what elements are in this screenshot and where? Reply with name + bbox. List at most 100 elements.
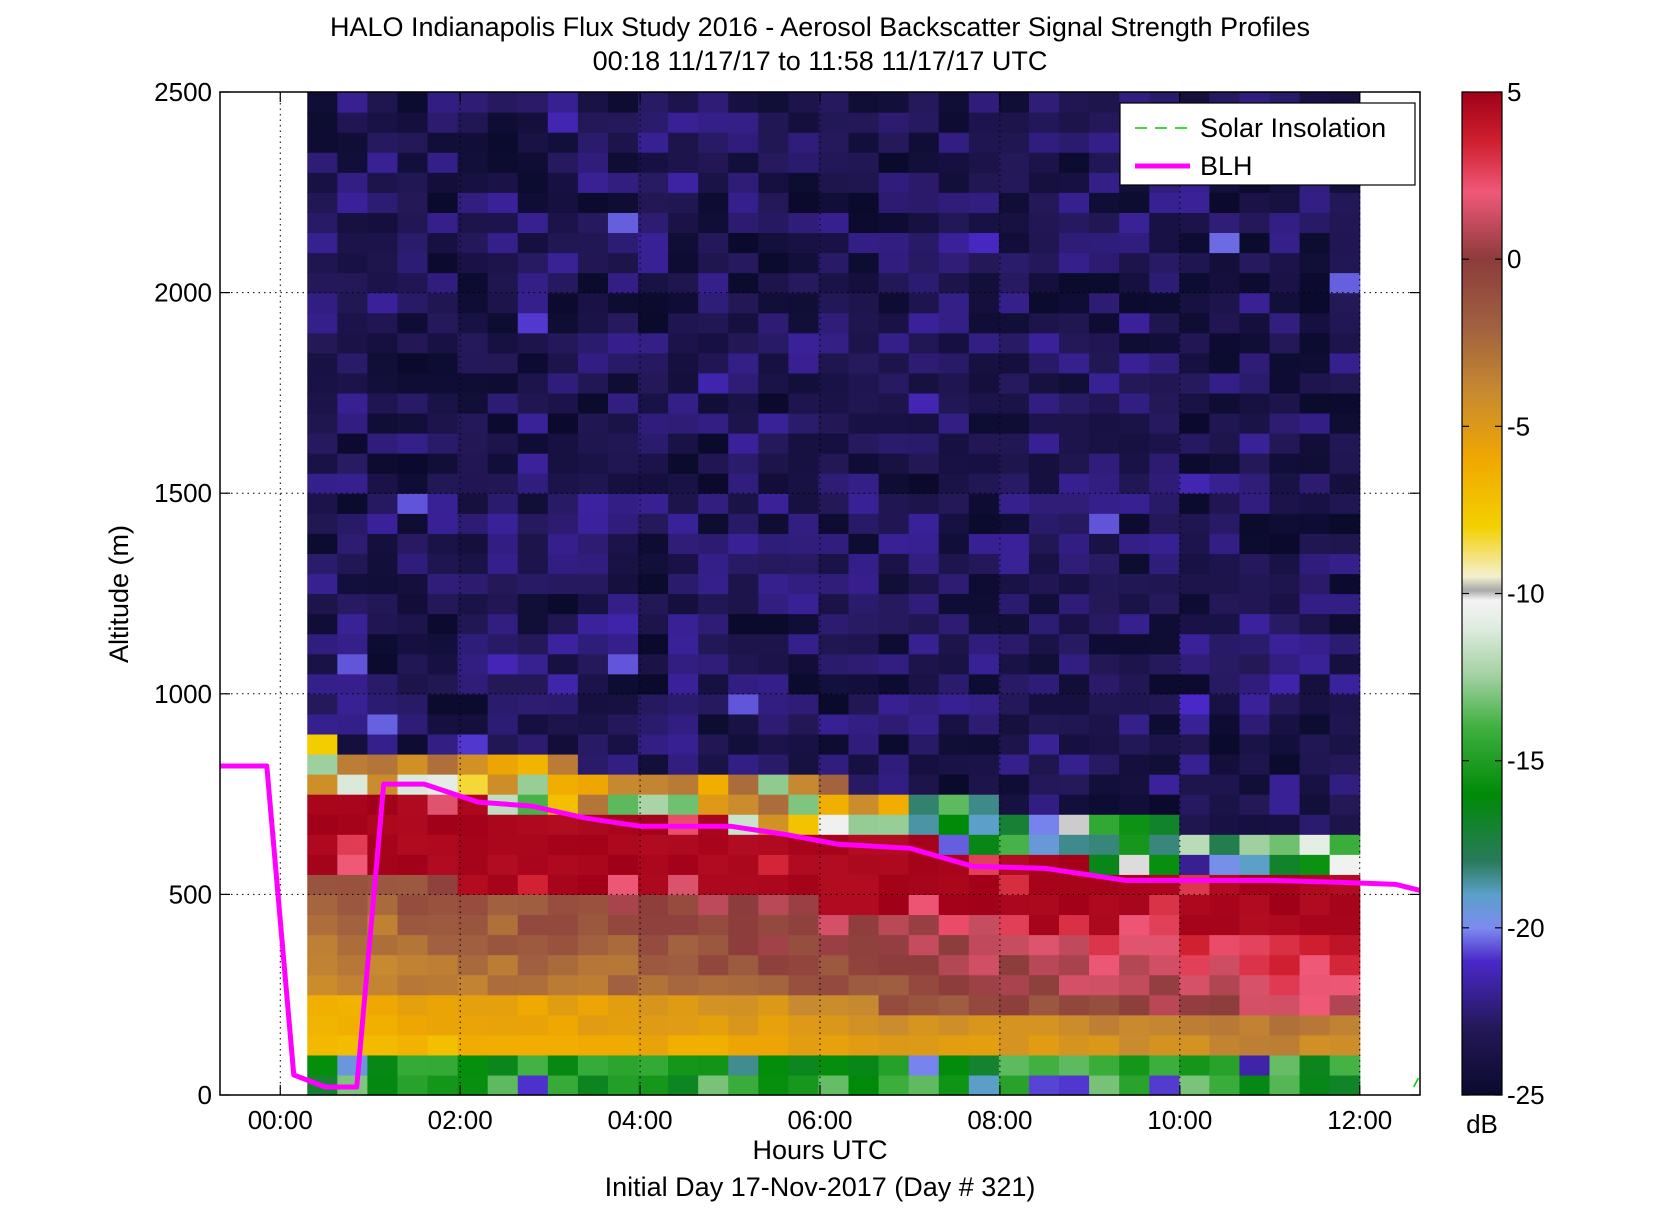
heatmap-cell xyxy=(1028,533,1060,554)
heatmap-cell xyxy=(1299,352,1331,374)
heatmap-cell xyxy=(607,252,639,274)
heatmap-cell xyxy=(427,954,459,976)
heatmap-cell xyxy=(337,132,368,153)
heatmap-cell xyxy=(758,934,789,956)
heatmap-cell xyxy=(397,493,429,514)
heatmap-cell xyxy=(517,994,549,1016)
heatmap-cell xyxy=(1089,794,1120,815)
heatmap-cell xyxy=(1209,392,1241,414)
heatmap-cell xyxy=(908,974,940,996)
heatmap-cell xyxy=(367,914,399,936)
heatmap-cell xyxy=(998,192,1030,213)
heatmap-cell xyxy=(968,272,1000,294)
heatmap-cell xyxy=(1329,974,1361,996)
heatmap-cell xyxy=(397,934,429,956)
heatmap-cell xyxy=(968,1074,1000,1096)
heatmap-cell xyxy=(878,232,910,254)
heatmap-cell xyxy=(698,1074,729,1096)
heatmap-cell xyxy=(547,372,579,394)
heatmap-cell xyxy=(487,613,519,635)
heatmap-cell xyxy=(307,132,338,153)
heatmap-cell xyxy=(938,232,970,254)
heatmap-cell xyxy=(1179,272,1210,294)
heatmap-cell xyxy=(577,132,609,153)
heatmap-cell xyxy=(698,332,729,354)
heatmap-cell xyxy=(728,212,759,234)
heatmap-cell xyxy=(517,633,549,655)
heatmap-cell xyxy=(938,794,970,815)
heatmap-cell xyxy=(1179,974,1210,996)
heatmap-cell xyxy=(878,453,910,474)
heatmap-cell xyxy=(397,553,429,575)
heatmap-cell xyxy=(668,132,699,153)
heatmap-cell xyxy=(1269,513,1301,534)
heatmap-cell xyxy=(878,1034,910,1056)
heatmap-cell xyxy=(908,493,940,514)
heatmap-cell xyxy=(788,653,820,675)
heatmap-cell xyxy=(367,192,399,213)
heatmap-cell xyxy=(1179,633,1210,655)
heatmap-cell xyxy=(1239,292,1271,314)
heatmap-cell xyxy=(938,653,970,675)
heatmap-cell xyxy=(788,252,820,274)
heatmap-cell xyxy=(1239,874,1271,895)
heatmap-cell xyxy=(818,1014,850,1036)
heatmap-cell xyxy=(1089,774,1120,795)
heatmap-cell xyxy=(1269,633,1301,655)
heatmap-cell xyxy=(1059,613,1090,635)
heatmap-cell xyxy=(1179,192,1210,213)
heatmap-cell xyxy=(307,934,338,956)
heatmap-cell xyxy=(908,914,940,936)
heatmap-cell xyxy=(1059,332,1090,354)
heatmap-cell xyxy=(1299,1054,1331,1076)
heatmap-cell xyxy=(337,553,368,575)
heatmap-cell xyxy=(577,954,609,976)
heatmap-cell xyxy=(1269,533,1301,554)
heatmap-cell xyxy=(848,332,880,354)
heatmap-cell xyxy=(487,292,519,314)
heatmap-cell xyxy=(788,473,820,494)
heatmap-cell xyxy=(1119,292,1150,314)
heatmap-cell xyxy=(397,653,429,675)
heatmap-cell xyxy=(547,412,579,434)
heatmap-cell xyxy=(1209,533,1241,554)
heatmap-cell xyxy=(1209,673,1241,695)
heatmap-cell xyxy=(487,152,519,173)
heatmap-cell xyxy=(668,1054,699,1076)
heatmap-cell xyxy=(367,513,399,534)
heatmap-cell xyxy=(998,713,1030,735)
y-tick-label: 0 xyxy=(198,1080,212,1110)
heatmap-cell xyxy=(1059,733,1090,755)
heatmap-cell xyxy=(698,1014,729,1036)
heatmap-cell xyxy=(728,332,759,354)
heatmap-cell xyxy=(788,412,820,434)
heatmap-cell xyxy=(547,493,579,514)
heatmap-cell xyxy=(337,974,368,996)
heatmap-cell xyxy=(968,1014,1000,1036)
heatmap-cell xyxy=(1059,1074,1090,1096)
heatmap-cell xyxy=(668,312,699,334)
heatmap-cell xyxy=(517,433,549,454)
heatmap-cell xyxy=(427,172,459,193)
heatmap-cell xyxy=(848,974,880,996)
heatmap-cell xyxy=(728,794,759,815)
colorbar-ticks: 50-5-10-15-20-25 xyxy=(1462,77,1545,1110)
heatmap-cell xyxy=(1179,693,1210,715)
heatmap-cell xyxy=(577,774,609,795)
heatmap-cell xyxy=(607,332,639,354)
heatmap-cell xyxy=(607,533,639,554)
x-tick-label: 02:00 xyxy=(428,1105,493,1135)
heatmap-cell xyxy=(788,212,820,234)
heatmap-cell xyxy=(758,733,789,755)
heatmap-cell xyxy=(1329,814,1361,835)
heatmap-cell xyxy=(1209,232,1241,254)
heatmap-cell xyxy=(1329,613,1361,635)
heatmap-cell xyxy=(1149,212,1180,234)
heatmap-cell xyxy=(1059,272,1090,294)
heatmap-cell xyxy=(307,292,338,314)
heatmap-cell xyxy=(577,593,609,615)
heatmap-cell xyxy=(457,934,489,956)
heatmap-cell xyxy=(1089,693,1120,715)
heatmap-cell xyxy=(337,954,368,976)
heatmap-cell xyxy=(1059,914,1090,936)
